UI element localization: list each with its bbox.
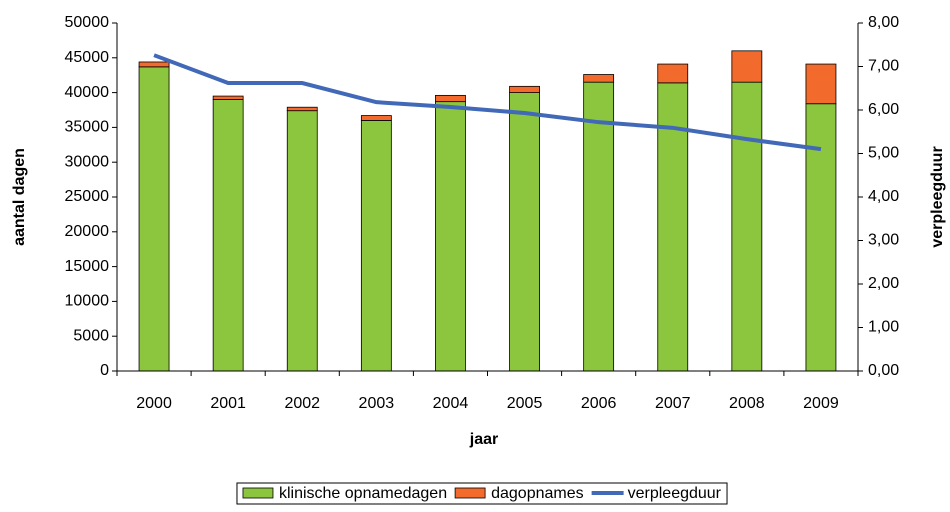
y2-tick-label: 2,00: [868, 275, 899, 292]
y2-tick-label: 3,00: [868, 232, 899, 249]
y-tick-label: 25000: [65, 188, 110, 205]
line-series: [153, 53, 822, 152]
x-tick-label: 2004: [433, 395, 469, 412]
bar: [657, 63, 689, 84]
bar: [731, 50, 763, 83]
y2-tick-label: 7,00: [868, 58, 899, 75]
y2-tick-label: 1,00: [868, 319, 899, 336]
y2-tick-label: 6,00: [868, 101, 899, 118]
y-tick-label: 35000: [65, 119, 110, 136]
legend-key: [242, 487, 274, 499]
bar: [657, 82, 689, 372]
bar: [435, 94, 466, 103]
y2-axis-title: verpleegduur: [929, 146, 946, 247]
bar: [138, 66, 170, 372]
y2-tick-label: 4,00: [868, 188, 899, 205]
x-tick-label: 2002: [284, 395, 320, 412]
bar: [435, 101, 466, 372]
bar: [138, 61, 170, 68]
bar: [360, 120, 392, 372]
legend-label: klinische opnamedagen: [279, 485, 447, 502]
y-tick-label: 30000: [65, 153, 110, 170]
bar: [286, 106, 318, 112]
bar: [360, 115, 392, 121]
legend-key: [454, 487, 486, 499]
y2-tick-label: 5,00: [868, 145, 899, 162]
x-axis-title: jaar: [469, 431, 498, 448]
x-tick-label: 2005: [507, 395, 543, 412]
y2-tick-label: 8,00: [868, 14, 899, 31]
y-tick-label: 50000: [65, 14, 110, 31]
bar: [509, 92, 540, 372]
y-axis-title: aantal dagen: [11, 148, 28, 246]
legend-label: dagopnames: [491, 485, 584, 502]
x-tick-label: 2008: [729, 395, 765, 412]
bar: [805, 63, 837, 105]
y-tick-label: 10000: [65, 293, 110, 310]
legend-label: verpleegduur: [628, 485, 722, 502]
bar: [583, 81, 615, 372]
x-tick-label: 2000: [136, 395, 172, 412]
x-tick-label: 2003: [359, 395, 395, 412]
y-tick-label: 20000: [65, 223, 110, 240]
bar: [286, 110, 318, 372]
bar: [805, 103, 837, 372]
bar: [212, 99, 244, 372]
bar: [583, 74, 615, 83]
y-tick-label: 40000: [65, 84, 110, 101]
x-tick-label: 2006: [581, 395, 617, 412]
bar: [509, 85, 540, 93]
x-tick-label: 2009: [803, 395, 839, 412]
y-tick-label: 45000: [65, 49, 110, 66]
bar: [212, 95, 244, 100]
y-tick-label: 15000: [65, 258, 110, 275]
bar: [731, 81, 763, 372]
x-tick-label: 2007: [655, 395, 691, 412]
y2-tick-label: 0,00: [868, 362, 899, 379]
y-tick-label: 5000: [73, 327, 109, 344]
y-tick-label: 0: [100, 362, 109, 379]
x-tick-label: 2001: [210, 395, 246, 412]
